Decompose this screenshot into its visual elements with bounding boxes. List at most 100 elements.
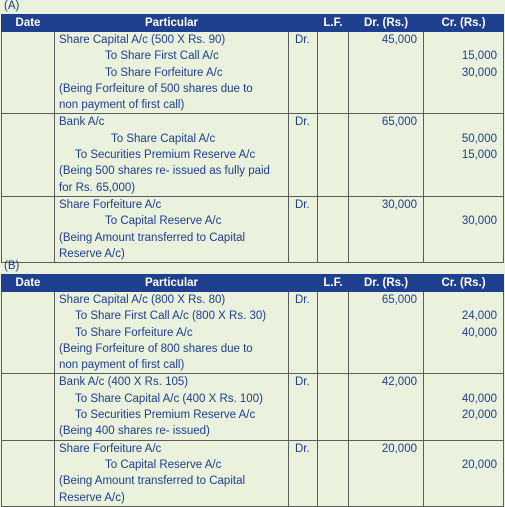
debit-amount — [349, 391, 423, 407]
particular-line: Share Capital A/c (800 X Rs. 80) — [59, 294, 226, 306]
credit-amount — [424, 197, 503, 213]
debit-amount: 20,000 — [381, 442, 417, 455]
debit-marker — [289, 97, 317, 113]
cell-date — [1, 373, 55, 441]
cell-date — [1, 113, 55, 197]
particular-line: for Rs. 65,000) — [59, 181, 136, 194]
debit-amount — [349, 457, 423, 473]
debit-marker — [289, 147, 317, 163]
cell-date — [1, 290, 55, 375]
credit-amount — [424, 292, 503, 308]
debit-amount — [349, 180, 423, 196]
particular-line: (Being 400 shares re- issued) — [59, 425, 210, 438]
table-header-row: Date Particular L.F. Dr. (Rs.) Cr. (Rs.) — [1, 14, 504, 32]
journal-entry-row: Bank A/c (400 X Rs. 105) To Share Capital… — [1, 373, 504, 441]
credit-amount — [424, 180, 503, 196]
cell-dr: 65,000 — [348, 113, 424, 197]
credit-amount: 20,000 — [461, 458, 497, 471]
particular-line: To Share First Call A/c — [105, 50, 219, 63]
cell-drcr: Dr. — [288, 30, 318, 115]
credit-amount: 30,000 — [461, 215, 497, 228]
journal-entry-row: Bank A/c To Share Capital A/c To Securitie… — [1, 113, 504, 197]
debit-amount: 65,000 — [381, 294, 417, 306]
debit-marker — [289, 325, 317, 341]
particular-line: Share Forfeiture A/c — [59, 198, 162, 211]
journal-entry-row: Share Capital A/c (800 X Rs. 80) To Share… — [1, 290, 504, 375]
credit-amount: 20,000 — [461, 409, 497, 422]
debit-marker — [289, 490, 317, 506]
debit-amount — [349, 147, 423, 163]
credit-amount: 15,000 — [461, 50, 497, 63]
journal-table-b: Date Particular L.F. Dr. (Rs.) Cr. (Rs.)… — [1, 274, 504, 507]
debit-marker: Dr. — [295, 376, 310, 389]
debit-amount — [349, 65, 423, 81]
debit-marker: Dr. — [295, 294, 310, 306]
cell-drcr: Dr. — [288, 373, 318, 441]
credit-amount: 24,000 — [461, 310, 497, 323]
particular-line: To Capital Reserve A/c — [105, 458, 222, 471]
cell-particular: Share Forfeiture A/c To Capital Reserve A… — [54, 440, 289, 507]
header-lf: L.F. — [317, 274, 349, 292]
header-cr-amount: Cr. (Rs.) — [423, 14, 504, 32]
debit-amount: 65,000 — [381, 116, 417, 129]
journal-entry-row: Share Forfeiture A/c To Capital Reserve A… — [1, 196, 504, 264]
credit-amount — [424, 490, 503, 506]
debit-marker — [289, 423, 317, 439]
debit-marker: Dr. — [295, 198, 310, 211]
debit-amount: 30,000 — [381, 198, 417, 211]
debit-amount — [349, 97, 423, 113]
journal-table-a: Date Particular L.F. Dr. (Rs.) Cr. (Rs.)… — [1, 14, 504, 264]
credit-amount — [424, 441, 503, 457]
particular-line: To Securities Premium Reserve A/c — [75, 149, 256, 162]
debit-marker — [289, 308, 317, 324]
cell-drcr: Dr. — [288, 440, 318, 507]
cell-particular: Bank A/c (400 X Rs. 105) To Share Capital… — [54, 373, 289, 441]
debit-marker — [289, 163, 317, 179]
debit-marker — [289, 246, 317, 262]
debit-marker — [289, 391, 317, 407]
debit-amount — [349, 490, 423, 506]
particular-line: (Being Forfeiture of 800 shares due to — [59, 342, 253, 355]
header-lf: L.F. — [317, 14, 349, 32]
cell-lf — [317, 30, 349, 115]
cell-lf — [317, 373, 349, 441]
credit-amount: 30,000 — [461, 66, 497, 79]
debit-marker — [289, 131, 317, 147]
credit-amount — [424, 246, 503, 262]
cell-lf — [317, 440, 349, 507]
particular-line: (Being Forfeiture of 500 shares due to — [59, 82, 253, 95]
cell-dr: 20,000 — [348, 440, 424, 507]
debit-marker — [289, 230, 317, 246]
credit-amount — [424, 81, 503, 97]
credit-amount: 15,000 — [461, 149, 497, 162]
cell-lf — [317, 113, 349, 197]
cell-dr: 42,000 — [348, 373, 424, 441]
header-cr-amount: Cr. (Rs.) — [423, 274, 504, 292]
credit-amount — [424, 473, 503, 489]
debit-amount — [349, 213, 423, 229]
debit-marker — [289, 81, 317, 97]
header-date: Date — [1, 14, 55, 32]
particular-line: Reserve A/c) — [59, 247, 125, 260]
particular-line: To Share Forfeiture A/c — [75, 326, 193, 339]
section-b-label: (B) — [4, 260, 20, 272]
debit-marker — [289, 213, 317, 229]
cell-particular: Share Forfeiture A/c To Capital Reserve A… — [54, 196, 289, 264]
cell-date — [1, 440, 55, 507]
debit-amount — [349, 230, 423, 246]
debit-amount: 45,000 — [381, 34, 417, 46]
cell-lf — [317, 196, 349, 264]
particular-line: (Being 500 shares re- issued as fully pa… — [59, 165, 270, 178]
particular-line: To Share First Call A/c (800 X Rs. 30) — [75, 310, 267, 323]
particular-line: (Being Amount transferred to Capital — [59, 231, 246, 244]
table-header-row: Date Particular L.F. Dr. (Rs.) Cr. (Rs.) — [1, 274, 504, 292]
credit-amount — [424, 423, 503, 439]
particular-line: Bank A/c (400 X Rs. 105) — [59, 376, 189, 389]
particular-line: To Capital Reserve A/c — [105, 215, 222, 228]
cell-drcr: Dr. — [288, 113, 318, 197]
debit-amount — [349, 246, 423, 262]
credit-amount — [424, 341, 503, 357]
header-particular: Particular — [54, 14, 289, 32]
debit-marker — [289, 457, 317, 473]
particular-line: Share Forfeiture A/c — [59, 442, 162, 455]
